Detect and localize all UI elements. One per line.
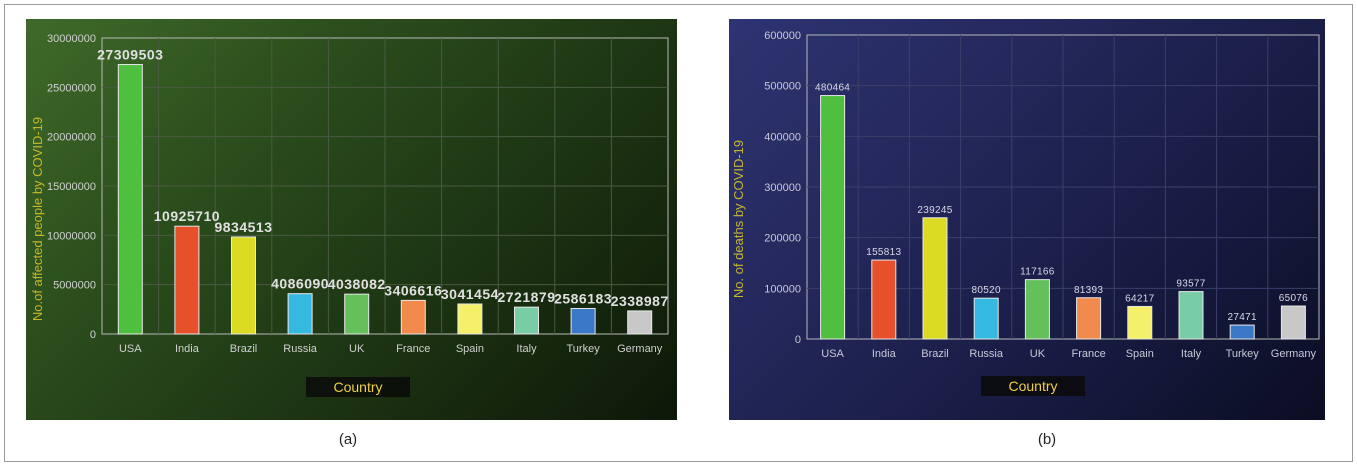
a-value-label: 2721879 (497, 289, 555, 305)
b-bar-spain (1127, 305, 1153, 340)
a-xlabel-bg (306, 377, 410, 397)
a-bar-italy (514, 306, 539, 335)
b-category-label: Russia (969, 348, 1004, 360)
b-value-label: 155813 (866, 247, 901, 258)
b-category-label: USA (821, 348, 844, 360)
a-y-tick-label: 25000000 (47, 82, 96, 94)
a-value-label: 2586183 (554, 290, 612, 306)
chart-panel-b: 0 100000 200000 300000 400000 500000 600000 480… (729, 19, 1325, 420)
b-category-label: UK (1030, 348, 1046, 360)
chart-b-svg: 0 100000 200000 300000 400000 500000 600000 480… (731, 30, 1320, 396)
b-value-label: 93577 (1176, 279, 1205, 290)
b-value-label: 117166 (1020, 267, 1055, 278)
a-value-label: 3406616 (384, 282, 442, 298)
b-bar-italy (1178, 291, 1204, 340)
b-y-tick-label: 600000 (764, 30, 801, 42)
b-value-label: 239245 (917, 205, 952, 216)
a-x-axis-title: Country (333, 379, 382, 395)
b-bar-turkey (1229, 324, 1255, 340)
a-bar-brazil (231, 236, 256, 335)
a-value-label: 4038082 (328, 276, 386, 292)
a-value-label: 27309503 (97, 47, 163, 63)
b-category-label: Germany (1271, 348, 1317, 360)
b-x-axis-title: Country (1008, 378, 1057, 394)
a-y-tick-label: 10000000 (47, 230, 96, 242)
b-y-tick-label: 500000 (764, 81, 801, 93)
a-category-label: Germany (617, 343, 663, 355)
a-bar-france (400, 299, 426, 335)
b-bar-germany (1280, 305, 1306, 340)
b-value-label: 65076 (1279, 293, 1308, 304)
b-y-tick-label: 300000 (764, 182, 801, 194)
a-bar-uk (344, 293, 370, 335)
a-value-label: 2338987 (611, 293, 669, 309)
a-category-label: UK (349, 343, 365, 355)
a-category-label: Italy (516, 343, 537, 355)
a-category-label: France (396, 343, 430, 355)
b-y-axis-title: No. of deaths by COVID-19 (731, 140, 746, 298)
b-bar-uk (1024, 279, 1050, 340)
b-category-label: France (1071, 348, 1105, 360)
a-value-label: 10925710 (154, 208, 220, 224)
a-y-tick-label: 20000000 (47, 132, 96, 144)
b-value-label: 81393 (1074, 285, 1103, 296)
caption-a: (a) (338, 431, 358, 448)
a-bar-turkey (570, 307, 596, 335)
a-value-label: 4086090 (271, 276, 329, 292)
a-category-label: Spain (456, 343, 484, 355)
a-category-label: USA (119, 343, 142, 355)
chart-a-svg: 0 5000000 10000000 15000000 20000000 25000000… (30, 33, 669, 397)
b-category-label: Italy (1181, 348, 1202, 360)
a-bar-usa (117, 64, 143, 335)
b-category-label: India (872, 348, 897, 360)
b-category-label: Spain (1126, 348, 1154, 360)
a-y-tick-label: 30000000 (47, 33, 96, 45)
a-y-tick-label: 15000000 (47, 181, 96, 193)
a-y-axis-title: No.of affected people by COVID-19 (30, 117, 45, 321)
a-bar-india (174, 225, 200, 335)
b-value-label: 80520 (972, 285, 1001, 296)
a-bar-spain (457, 303, 483, 335)
b-bar-india (871, 259, 897, 340)
b-bar-russia (973, 297, 999, 340)
a-category-label: India (175, 343, 200, 355)
a-value-label: 9834513 (214, 219, 272, 235)
b-xlabel-bg (981, 376, 1085, 396)
b-bar-brazil (922, 217, 948, 340)
b-value-label: 27471 (1228, 312, 1257, 323)
a-value-label: 3041454 (441, 286, 499, 302)
a-category-label: Turkey (566, 343, 600, 355)
b-y-tick-label: 200000 (764, 233, 801, 245)
a-bar-germany (627, 310, 653, 335)
caption-b: (b) (1037, 431, 1057, 448)
a-y-tick-label: 0 (90, 329, 96, 341)
b-value-label: 64217 (1125, 293, 1154, 304)
a-bar-russia (287, 293, 313, 335)
b-category-label: Turkey (1226, 348, 1260, 360)
b-bar-usa (820, 95, 846, 340)
a-y-tick-label: 5000000 (53, 280, 96, 292)
b-y-tick-label: 100000 (764, 283, 801, 295)
b-bar-france (1076, 297, 1102, 340)
a-category-label: Brazil (230, 343, 258, 355)
chart-panel-a: 0 5000000 10000000 15000000 20000000 25000000… (26, 19, 677, 420)
b-value-label: 480464 (815, 83, 850, 94)
a-category-label: Russia (283, 343, 318, 355)
b-y-tick-label: 0 (795, 334, 801, 346)
b-y-tick-label: 400000 (764, 131, 801, 143)
b-category-label: Brazil (921, 348, 949, 360)
